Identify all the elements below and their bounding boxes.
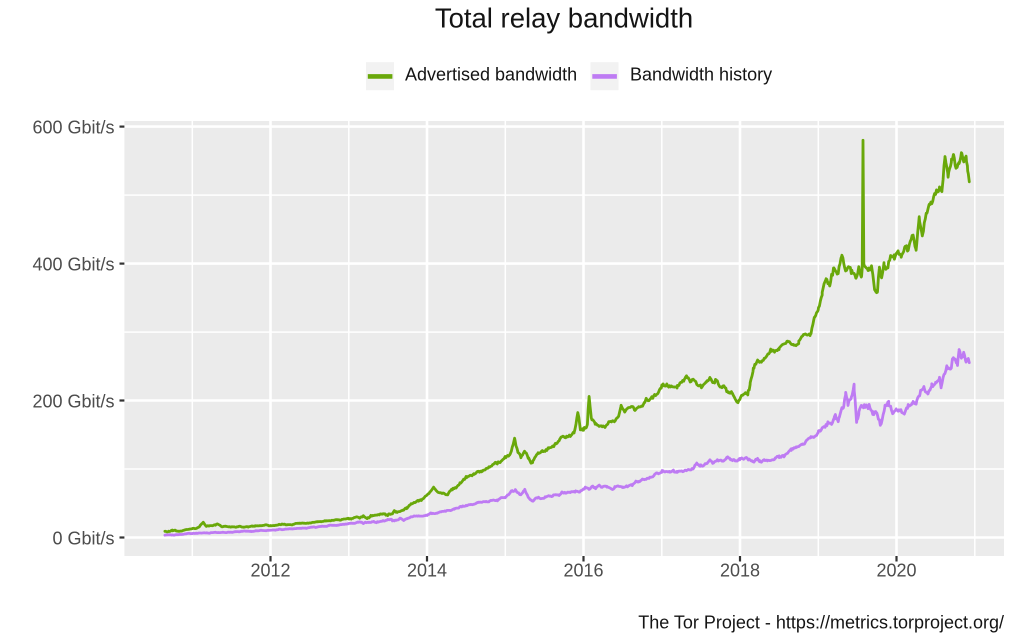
svg-text:Total relay bandwidth: Total relay bandwidth	[435, 3, 693, 34]
svg-text:Advertised bandwidth: Advertised bandwidth	[405, 65, 577, 85]
svg-text:2014: 2014	[407, 561, 447, 581]
svg-text:The Tor Project - https://metr: The Tor Project - https://metrics.torpro…	[638, 613, 1004, 633]
svg-text:2018: 2018	[720, 561, 760, 581]
svg-text:Bandwidth history: Bandwidth history	[630, 65, 772, 85]
svg-text:2012: 2012	[250, 561, 290, 581]
svg-text:400 Gbit/s: 400 Gbit/s	[32, 255, 114, 275]
svg-text:0 Gbit/s: 0 Gbit/s	[52, 528, 114, 548]
svg-text:2020: 2020	[876, 561, 916, 581]
svg-text:600 Gbit/s: 600 Gbit/s	[32, 118, 114, 138]
svg-text:2016: 2016	[563, 561, 603, 581]
svg-text:200 Gbit/s: 200 Gbit/s	[32, 391, 114, 411]
